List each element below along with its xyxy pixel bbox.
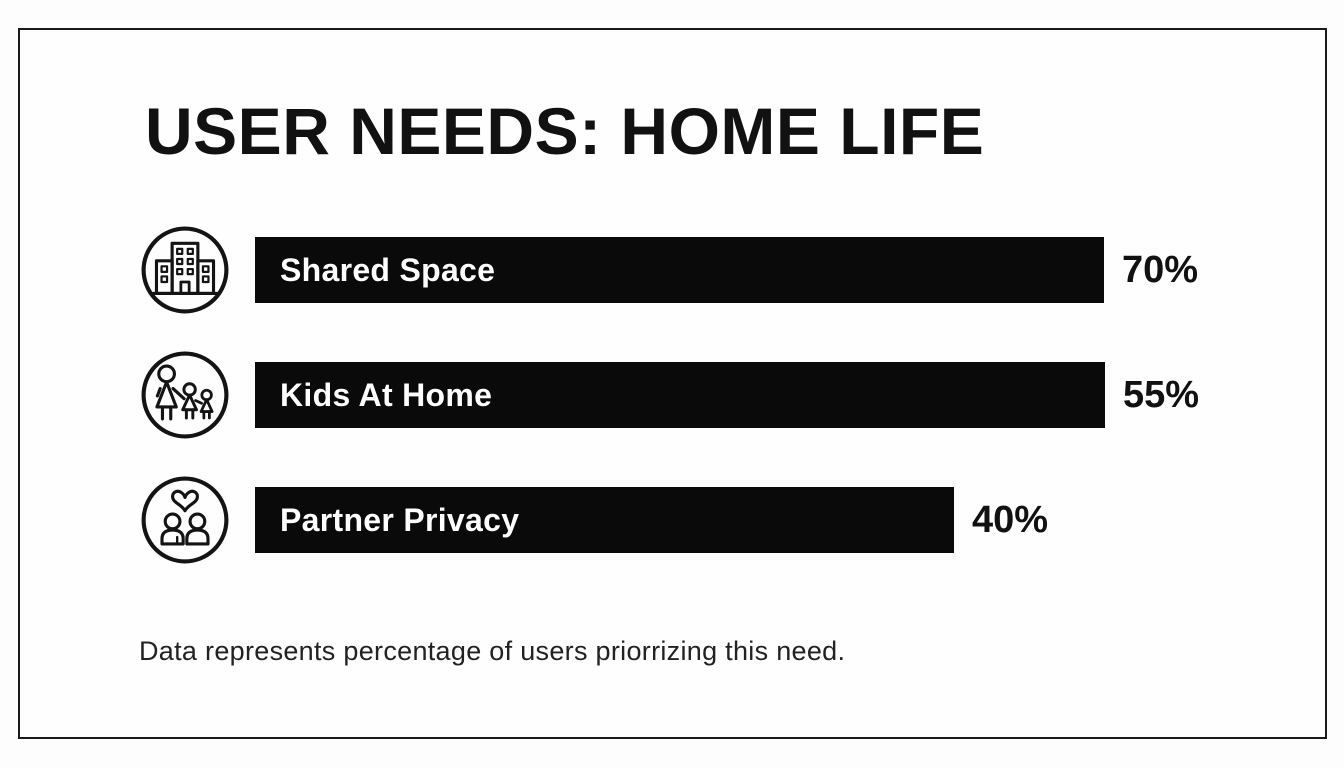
family-with-children-icon [139, 349, 231, 441]
building-icon [139, 224, 231, 316]
value-label: 55% [1123, 373, 1200, 416]
bar-label: Kids At Home [280, 376, 493, 413]
partners-heart-icon [139, 474, 231, 566]
bar-label: Shared Space [280, 251, 496, 288]
footnote-text: Data represents percentage of users prio… [139, 636, 846, 666]
family-with-children-icon [141, 351, 229, 439]
bar-shared-space: Shared Space [255, 237, 1104, 303]
value-label: 40% [972, 498, 1049, 541]
chart-row-partner-privacy: Partner Privacy 40% [139, 476, 1049, 564]
partners-heart-icon [141, 476, 229, 564]
bar-partner-privacy: Partner Privacy [255, 487, 954, 553]
page-title: USER NEEDS: HOME LIFE [145, 94, 985, 168]
value-label: 70% [1122, 248, 1199, 291]
slide-frame: USER NEEDS: HOME LIFE [18, 28, 1327, 739]
building-icon [141, 226, 229, 314]
chart-row-shared-space: Shared Space 70% [139, 226, 1199, 314]
chart-row-kids-at-home: Kids At Home 55% [139, 351, 1200, 439]
bar-label: Partner Privacy [280, 501, 520, 538]
bar-kids-at-home: Kids At Home [255, 362, 1105, 428]
